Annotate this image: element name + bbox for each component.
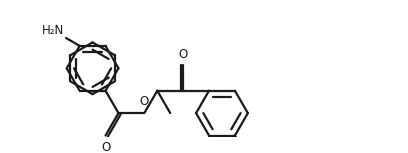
Text: O: O — [101, 141, 110, 153]
Text: H₂N: H₂N — [42, 24, 64, 37]
Text: O: O — [179, 48, 188, 61]
Text: O: O — [140, 95, 149, 108]
